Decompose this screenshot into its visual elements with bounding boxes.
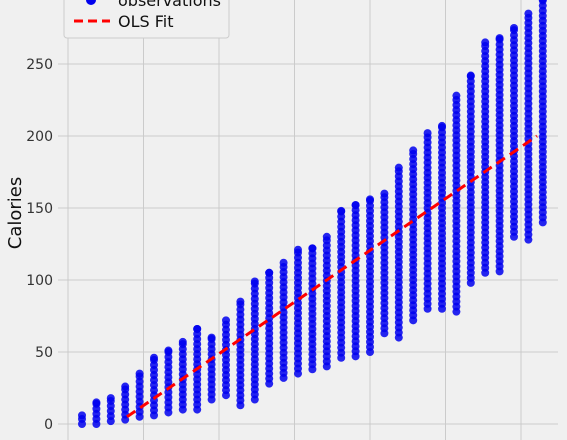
y-tick-label: 250 (26, 57, 53, 73)
observation-point (106, 394, 115, 403)
observation-point (452, 91, 461, 100)
observation-point (207, 333, 216, 342)
observations-series (78, 0, 547, 428)
observation-point (337, 206, 346, 215)
observation-point (92, 398, 101, 407)
observation-point (279, 258, 288, 267)
y-tick-label: 100 (26, 273, 53, 289)
observation-point (524, 9, 533, 18)
ols-fit-line (126, 134, 538, 419)
observation-point (294, 245, 302, 254)
observation-point (78, 411, 86, 420)
observation-point (423, 129, 432, 138)
observation-point (438, 121, 446, 130)
observation-point (236, 297, 245, 306)
y-tick-label: 50 (35, 345, 53, 361)
legend-marker-observations (86, 0, 96, 5)
legend-label-ols-fit: OLS Fit (118, 12, 174, 31)
observation-point (265, 268, 274, 277)
observation-point (193, 324, 202, 333)
y-tick-label: 150 (26, 201, 53, 217)
observation-point (222, 316, 230, 325)
observation-point (466, 71, 475, 80)
observation-point (495, 34, 504, 43)
observation-point (121, 382, 130, 391)
y-tick-label: 200 (26, 129, 53, 145)
observation-point (380, 189, 389, 198)
legend-box (63, 0, 230, 39)
ols-fit-series (126, 134, 538, 419)
observation-point (366, 195, 374, 204)
observation-point (409, 146, 418, 155)
y-tick-label: 0 (44, 417, 53, 433)
y-axis-label: Calories (5, 177, 26, 249)
observation-point (394, 163, 403, 172)
observation-point (150, 353, 158, 362)
observation-point (322, 232, 331, 241)
observation-point (481, 38, 490, 47)
observation-point (308, 244, 317, 253)
legend-label-observations: observations (118, 0, 221, 10)
observation-point (250, 277, 259, 286)
observation-point (538, 0, 547, 4)
y-axis-ticks: 0 50 100 150 200 250 (26, 57, 53, 433)
observation-point (510, 24, 518, 32)
legend: observations OLS Fit (63, 0, 230, 39)
observation-point (351, 201, 360, 210)
observation-point (135, 369, 144, 378)
observation-point (164, 346, 173, 355)
observation-point (178, 337, 187, 346)
